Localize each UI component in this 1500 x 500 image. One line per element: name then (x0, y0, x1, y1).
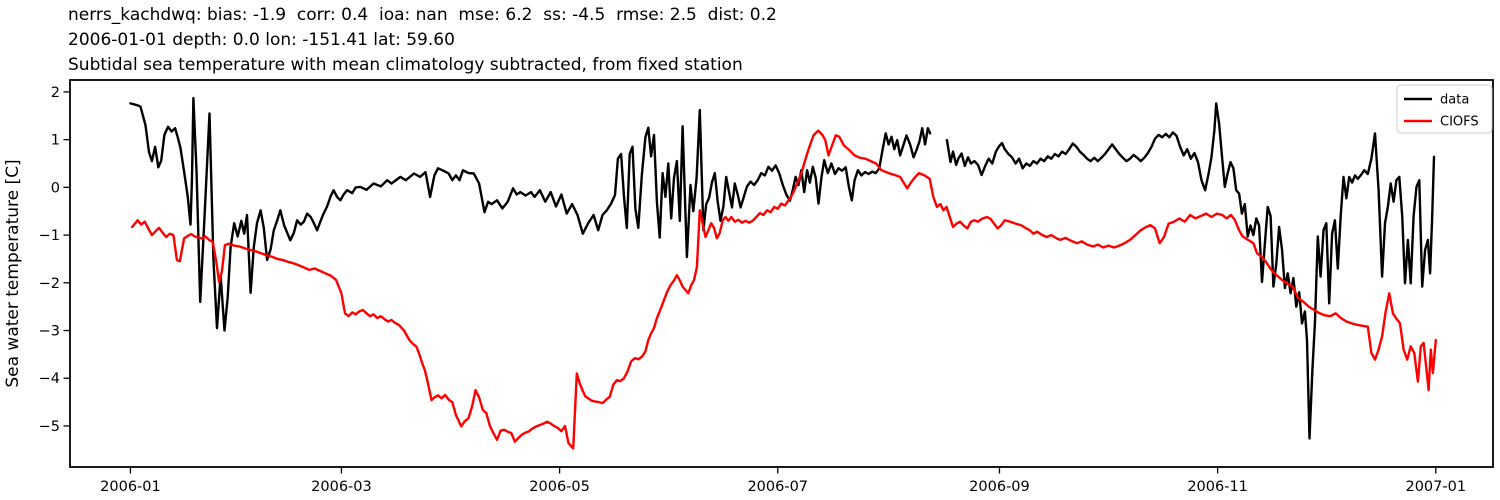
x-tick-label: 2006-01 (100, 479, 161, 495)
legend-label-data: data (1440, 93, 1469, 108)
x-tick-label: 2007-01 (1405, 479, 1466, 495)
x-tick-label: 2006-05 (529, 479, 590, 495)
y-tick-label: −1 (39, 228, 60, 244)
y-tick-label: −2 (39, 276, 60, 292)
x-tick-label: 2006-09 (969, 479, 1030, 495)
y-tick-label: −3 (39, 324, 60, 340)
x-tick-label: 2006-03 (311, 479, 372, 495)
series-data-line (129, 96, 932, 332)
figure-title-line-1: nerrs_kachdwq: bias: -1.9 corr: 0.4 ioa:… (68, 5, 777, 25)
x-tick-label: 2006-07 (747, 479, 808, 495)
y-tick-label: −4 (39, 371, 60, 387)
y-tick-label: −5 (39, 419, 60, 435)
series-ciofs-line (131, 129, 1437, 450)
x-tick-label: 2006-11 (1187, 479, 1248, 495)
y-axis-label: Sea water temperature [C] (3, 159, 23, 387)
legend-label-ciofs: CIOFS (1440, 115, 1479, 130)
figure-title: nerrs_kachdwq: bias: -1.9 corr: 0.4 ioa:… (68, 3, 777, 78)
y-tick-label: 1 (51, 133, 60, 149)
plot-border (69, 79, 1494, 468)
figure-title-line-3: Subtidal sea temperature with mean clima… (68, 55, 743, 75)
figure-title-line-2: 2006-01-01 depth: 0.0 lon: -151.41 lat: … (68, 30, 455, 50)
y-tick-label: 2 (51, 85, 60, 101)
series-data-line (945, 102, 1436, 440)
y-tick-label: 0 (51, 180, 60, 196)
